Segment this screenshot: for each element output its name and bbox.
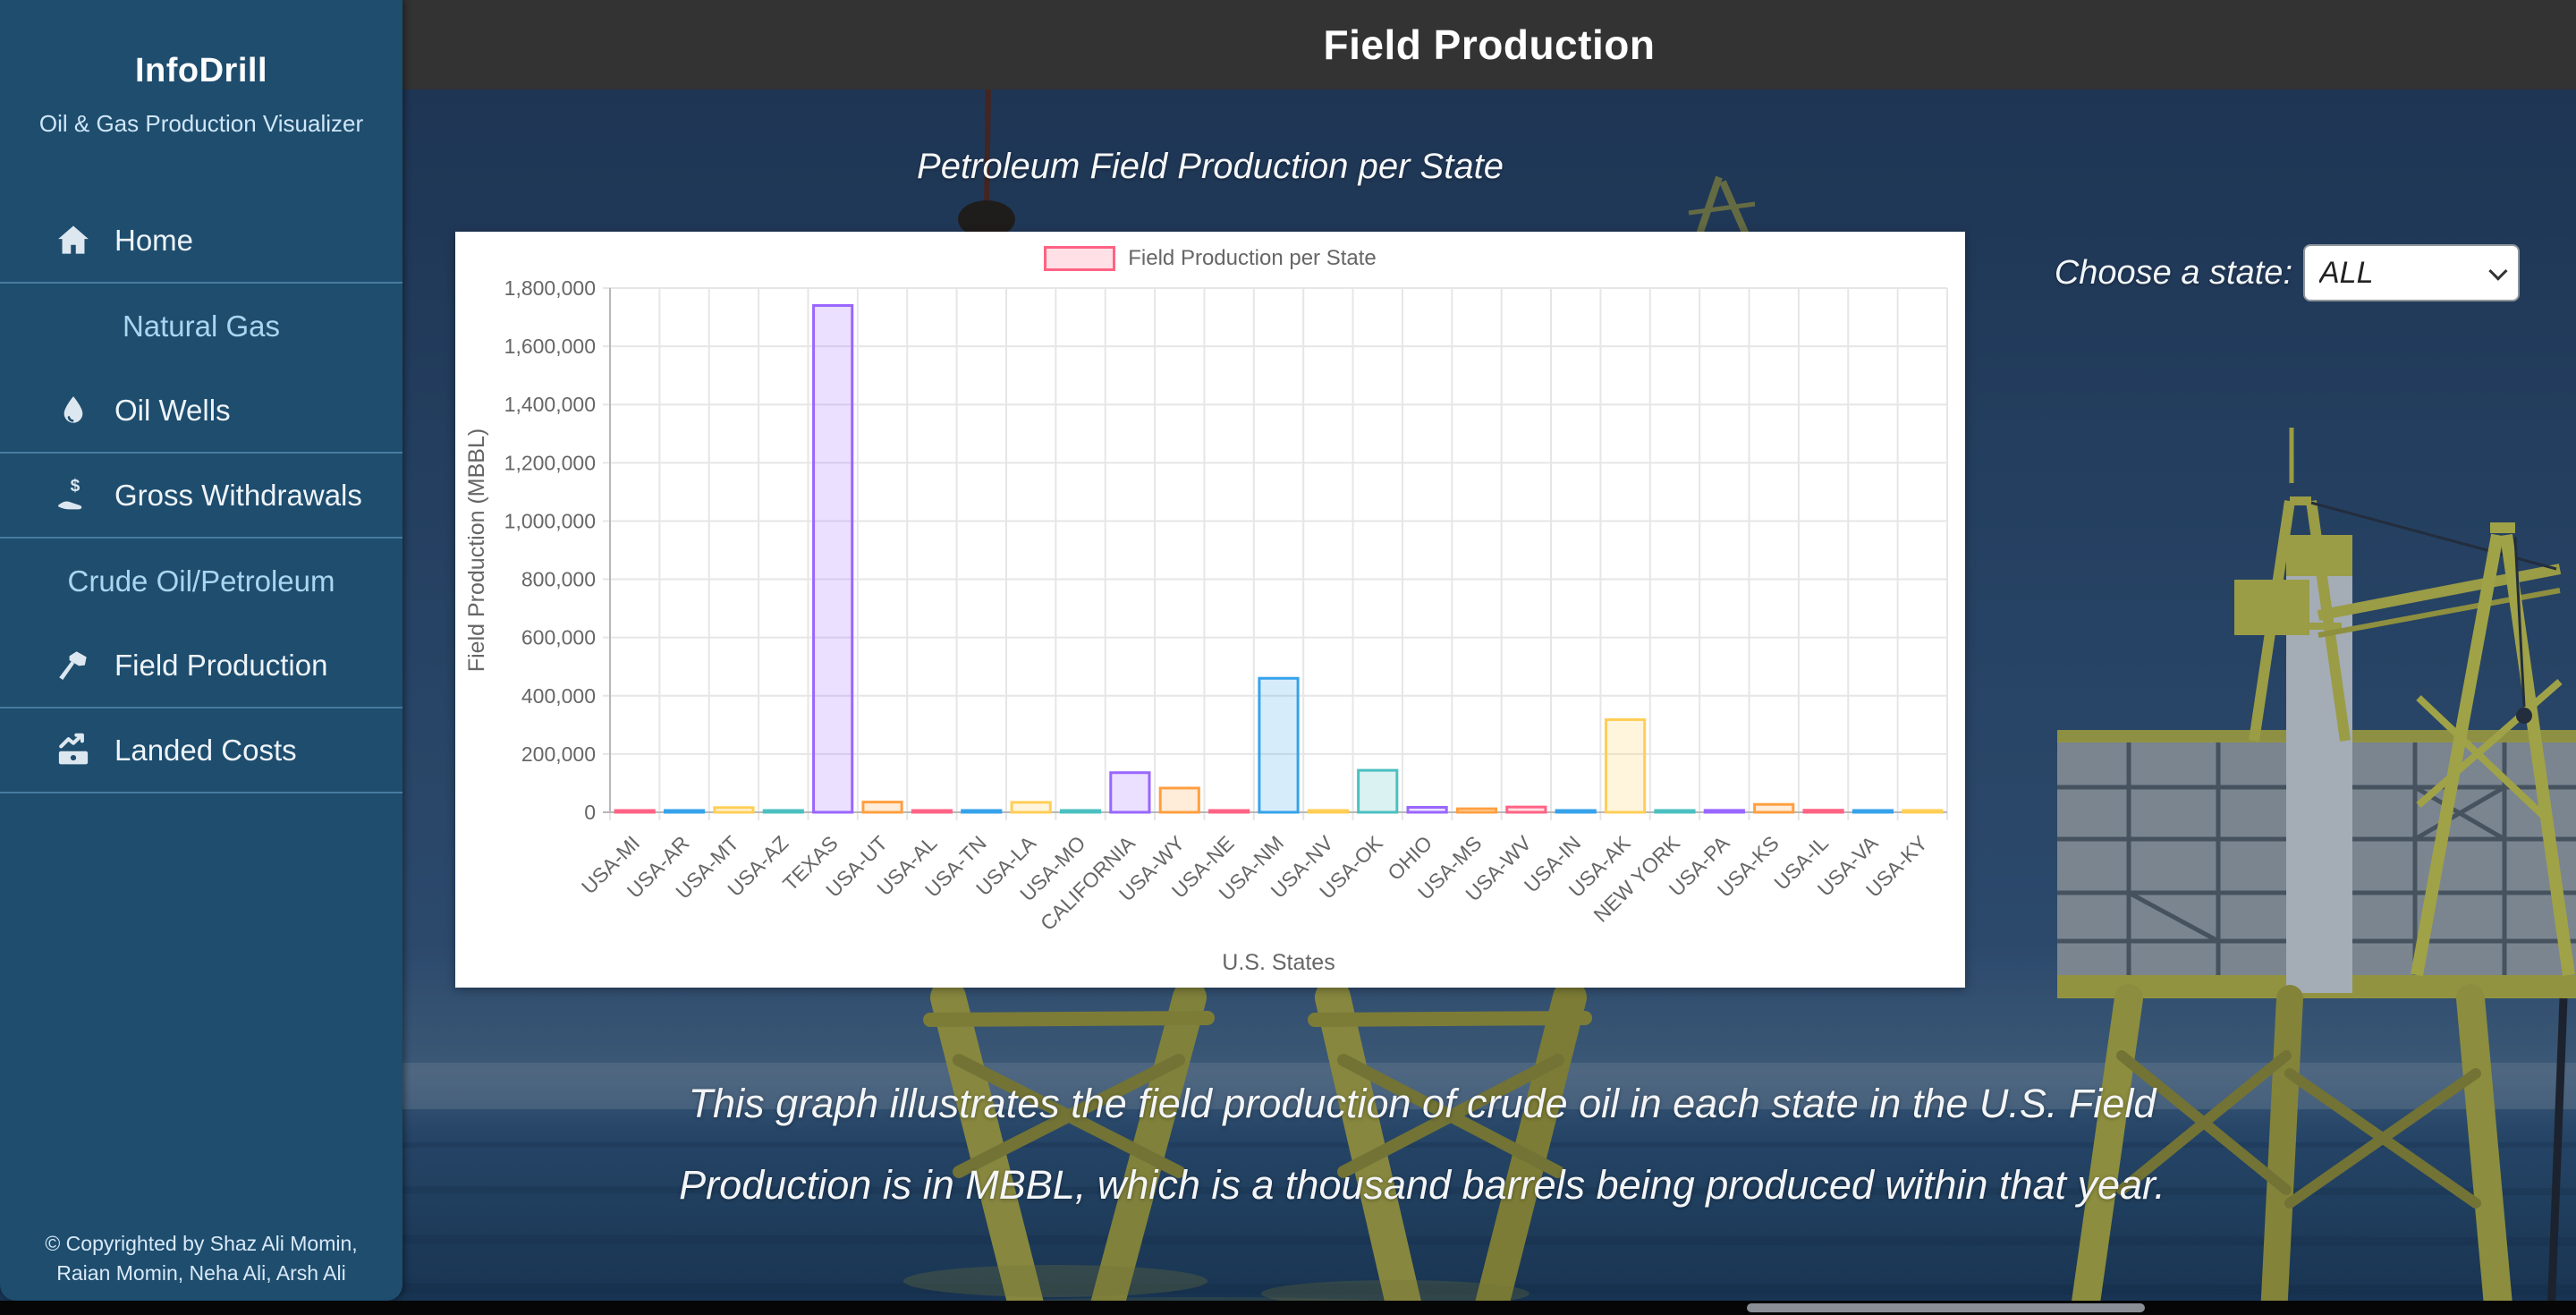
bar-USA-WY[interactable]: [1158, 786, 1200, 814]
sidebar-item-label: Oil Wells: [114, 393, 231, 427]
bar-USA-MO[interactable]: [1059, 809, 1102, 814]
bar-USA-KY[interactable]: [1902, 809, 1944, 814]
droplet-icon: [52, 389, 95, 432]
sidebar-item-field-production[interactable]: Field Production: [0, 624, 402, 708]
scrollbar-thumb[interactable]: [1747, 1303, 2145, 1312]
sidebar-item-home[interactable]: Home: [0, 199, 402, 284]
bar-OHIO[interactable]: [1406, 805, 1448, 814]
chart-legend[interactable]: Field Production per State: [455, 246, 1965, 271]
bar-USA-AZ[interactable]: [762, 809, 804, 814]
sidebar-item-label: Home: [114, 223, 194, 257]
svg-text:$: $: [71, 477, 80, 496]
bar-CALIFORNIA[interactable]: [1109, 771, 1151, 814]
bar-USA-IN[interactable]: [1555, 809, 1597, 814]
legend-label: Field Production per State: [1128, 246, 1377, 270]
bar-USA-MI[interactable]: [614, 809, 656, 814]
home-icon: [52, 219, 95, 262]
bar-USA-KS[interactable]: [1753, 802, 1795, 814]
bar-USA-NV[interactable]: [1307, 809, 1349, 814]
bar-USA-LA[interactable]: [1010, 801, 1052, 814]
y-tick-label: 1,200,000: [504, 451, 596, 474]
description-line-2: Production is in MBBL, which is a thousa…: [679, 1162, 2165, 1208]
bar-USA-UT[interactable]: [861, 801, 903, 814]
app-title: InfoDrill: [134, 52, 268, 89]
bar-USA-NE[interactable]: [1208, 809, 1250, 814]
bottom-bar: [0, 1301, 2576, 1315]
bar-USA-MS[interactable]: [1455, 807, 1498, 814]
y-tick-label: 600,000: [521, 626, 596, 649]
hammer-icon: [52, 644, 95, 687]
sidebar-section-natural-gas: Natural Gas: [0, 284, 402, 369]
bar-USA-AL[interactable]: [911, 809, 953, 814]
y-tick-label: 1,600,000: [504, 335, 596, 358]
sidebar-section-label: Crude Oil/Petroleum: [67, 564, 335, 598]
sidebar-item-label: Field Production: [114, 648, 328, 682]
brand: InfoDrill Oil & Gas Production Visualize…: [0, 0, 402, 138]
state-chooser: Choose a state: ALL: [2055, 243, 2520, 302]
sidebar-item-landed-costs[interactable]: Landed Costs: [0, 708, 402, 793]
bar-USA-AR[interactable]: [663, 809, 706, 814]
description-line-1: This graph illustrates the field product…: [688, 1081, 2157, 1126]
bar-USA-MT[interactable]: [713, 806, 755, 814]
y-axis-title: Field Production (MBBL): [464, 428, 489, 672]
page-title: Field Production: [1323, 21, 1656, 68]
state-select[interactable]: ALL: [2303, 244, 2520, 301]
app-subtitle: Oil & Gas Production Visualizer: [38, 110, 364, 137]
bar-USA-IL[interactable]: [1802, 809, 1844, 814]
bar-NEW YORK[interactable]: [1654, 809, 1696, 814]
bar-USA-TN[interactable]: [961, 809, 1003, 814]
bar-TEXAS[interactable]: [812, 304, 854, 814]
copyright-text: © Copyrighted by Shaz Ali Momin, Raian M…: [45, 1232, 358, 1285]
y-tick-label: 800,000: [521, 568, 596, 591]
sidebar-item-label: Gross Withdrawals: [114, 478, 362, 512]
money-chart-icon: [52, 729, 95, 772]
y-tick-label: 1,800,000: [504, 276, 596, 300]
chart-title: Petroleum Field Production per State: [917, 147, 1504, 186]
state-select-label: Choose a state:: [2054, 253, 2292, 292]
field-production-bar-chart[interactable]: 0 200,000 400,000 600,000 800,000 1,000,000 1,…: [455, 232, 1965, 988]
chart-card: 0 200,000 400,000 600,000 800,000 1,000,000 1,…: [455, 232, 1965, 988]
hand-dollar-icon: $: [52, 474, 95, 517]
sidebar-nav: Home Natural Gas Oil Wells $ Gross Withd…: [0, 199, 402, 793]
bar-USA-WV[interactable]: [1505, 805, 1547, 814]
sidebar-item-oil-wells[interactable]: Oil Wells: [0, 369, 402, 454]
legend-swatch: [1044, 246, 1116, 271]
y-tick-label: 200,000: [521, 742, 596, 766]
sidebar-section-crude-oil: Crude Oil/Petroleum: [0, 539, 402, 624]
y-tick-label: 0: [584, 801, 596, 824]
bar-USA-AK[interactable]: [1604, 717, 1647, 814]
header-bar: Field Production: [402, 0, 2576, 89]
bar-USA-NM[interactable]: [1258, 676, 1300, 814]
y-tick-label: 1,000,000: [504, 509, 596, 532]
x-axis-title: U.S. States: [1222, 950, 1335, 975]
sidebar: InfoDrill Oil & Gas Production Visualize…: [0, 0, 402, 1301]
y-tick-label: 1,400,000: [504, 393, 596, 416]
bar-USA-OK[interactable]: [1357, 768, 1399, 814]
sidebar-item-gross-withdrawals[interactable]: $ Gross Withdrawals: [0, 454, 402, 539]
bar-USA-PA[interactable]: [1703, 809, 1745, 814]
bar-USA-VA[interactable]: [1852, 809, 1894, 814]
sidebar-item-label: Landed Costs: [114, 733, 297, 767]
sidebar-section-label: Natural Gas: [122, 309, 281, 343]
y-tick-label: 400,000: [521, 684, 596, 708]
chart-description: This graph illustrates the field product…: [429, 1063, 2415, 1226]
